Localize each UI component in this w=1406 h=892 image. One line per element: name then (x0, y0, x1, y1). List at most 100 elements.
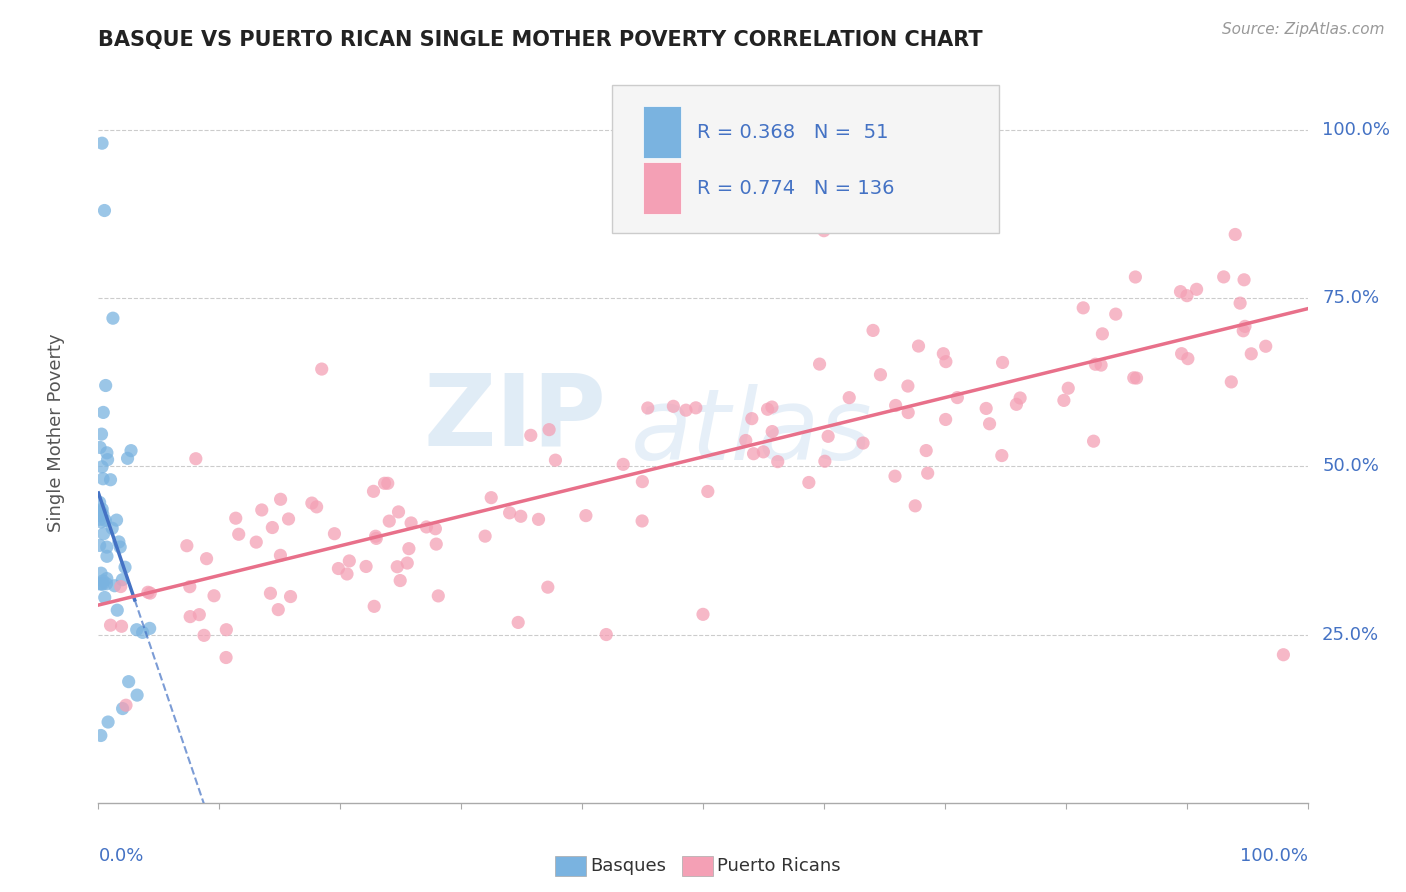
Text: Basques: Basques (591, 857, 666, 875)
Point (387, 505, 409, 519)
Point (111, 573, 134, 587)
Point (100, 473, 122, 487)
Text: 100.0%: 100.0% (1240, 847, 1308, 865)
Point (195, 551, 218, 566)
Point (90, 566, 112, 581)
Point (631, 475, 654, 489)
Point (228, 527, 250, 541)
Point (90, 576, 112, 591)
Point (817, 429, 839, 443)
Point (108, 540, 131, 554)
Point (946, 391, 969, 405)
Point (245, 535, 267, 549)
Point (131, 625, 153, 640)
Point (1232, 324, 1254, 338)
Point (118, 674, 141, 689)
Point (114, 560, 136, 574)
Point (1170, 346, 1192, 360)
Point (100, 618, 122, 632)
Point (884, 469, 907, 483)
Point (991, 355, 1014, 369)
Point (366, 532, 388, 546)
Point (1057, 381, 1080, 395)
Point (364, 529, 387, 543)
Point (176, 539, 198, 553)
Bar (643, 162, 682, 214)
Point (136, 585, 159, 599)
Point (91, 459, 114, 474)
Point (873, 203, 896, 218)
Point (537, 580, 560, 594)
Point (808, 357, 831, 371)
Point (267, 602, 290, 616)
Point (202, 589, 225, 603)
Point (91, 574, 114, 588)
Point (1254, 339, 1277, 353)
Point (91, 508, 114, 522)
Point (89, 512, 111, 526)
Point (250, 503, 273, 517)
Point (89, 577, 111, 591)
Point (179, 580, 201, 594)
Point (91, 405, 114, 419)
Point (685, 401, 707, 415)
Text: BASQUE VS PUERTO RICAN SINGLE MOTHER POVERTY CORRELATION CHART: BASQUE VS PUERTO RICAN SINGLE MOTHER POV… (98, 29, 983, 50)
Point (1125, 270, 1147, 285)
Point (225, 511, 247, 525)
Point (259, 586, 281, 600)
FancyBboxPatch shape (613, 85, 1000, 233)
Point (97, 714, 120, 729)
Point (89, 538, 111, 552)
Point (932, 347, 955, 361)
Point (193, 628, 215, 642)
Point (696, 484, 718, 499)
Point (862, 323, 884, 337)
Point (1272, 648, 1295, 662)
Point (427, 589, 450, 603)
Text: Puerto Ricans: Puerto Ricans (717, 857, 841, 875)
Point (1233, 319, 1256, 334)
Point (389, 574, 412, 588)
Point (869, 368, 891, 382)
Point (311, 362, 333, 376)
Text: R = 0.368   N =  51: R = 0.368 N = 51 (697, 122, 889, 142)
Point (884, 399, 907, 413)
Point (631, 514, 654, 528)
Point (637, 401, 659, 415)
Point (1071, 301, 1094, 315)
Point (188, 607, 211, 622)
Point (752, 445, 775, 459)
Point (935, 354, 957, 368)
Point (363, 484, 385, 499)
Point (262, 520, 284, 534)
Point (415, 520, 437, 534)
Point (974, 401, 997, 416)
Point (108, 535, 131, 549)
Point (1010, 391, 1032, 405)
Point (138, 621, 160, 635)
Point (595, 627, 617, 641)
Point (935, 412, 957, 426)
Point (378, 514, 401, 528)
Point (1005, 397, 1028, 411)
Point (991, 449, 1014, 463)
Point (93, 526, 115, 541)
Point (813, 224, 835, 238)
Point (301, 496, 323, 510)
Point (396, 556, 419, 570)
Point (127, 688, 149, 702)
Point (425, 522, 447, 536)
Point (838, 391, 860, 405)
Point (398, 541, 420, 556)
Point (1177, 351, 1199, 366)
Point (662, 400, 685, 414)
Point (1212, 269, 1234, 284)
Point (93, 591, 115, 605)
Point (479, 491, 502, 505)
Point (852, 436, 875, 450)
Text: atlas: atlas (630, 384, 872, 481)
Point (766, 455, 789, 469)
Point (1122, 371, 1144, 385)
Point (917, 466, 939, 480)
Point (387, 559, 409, 574)
